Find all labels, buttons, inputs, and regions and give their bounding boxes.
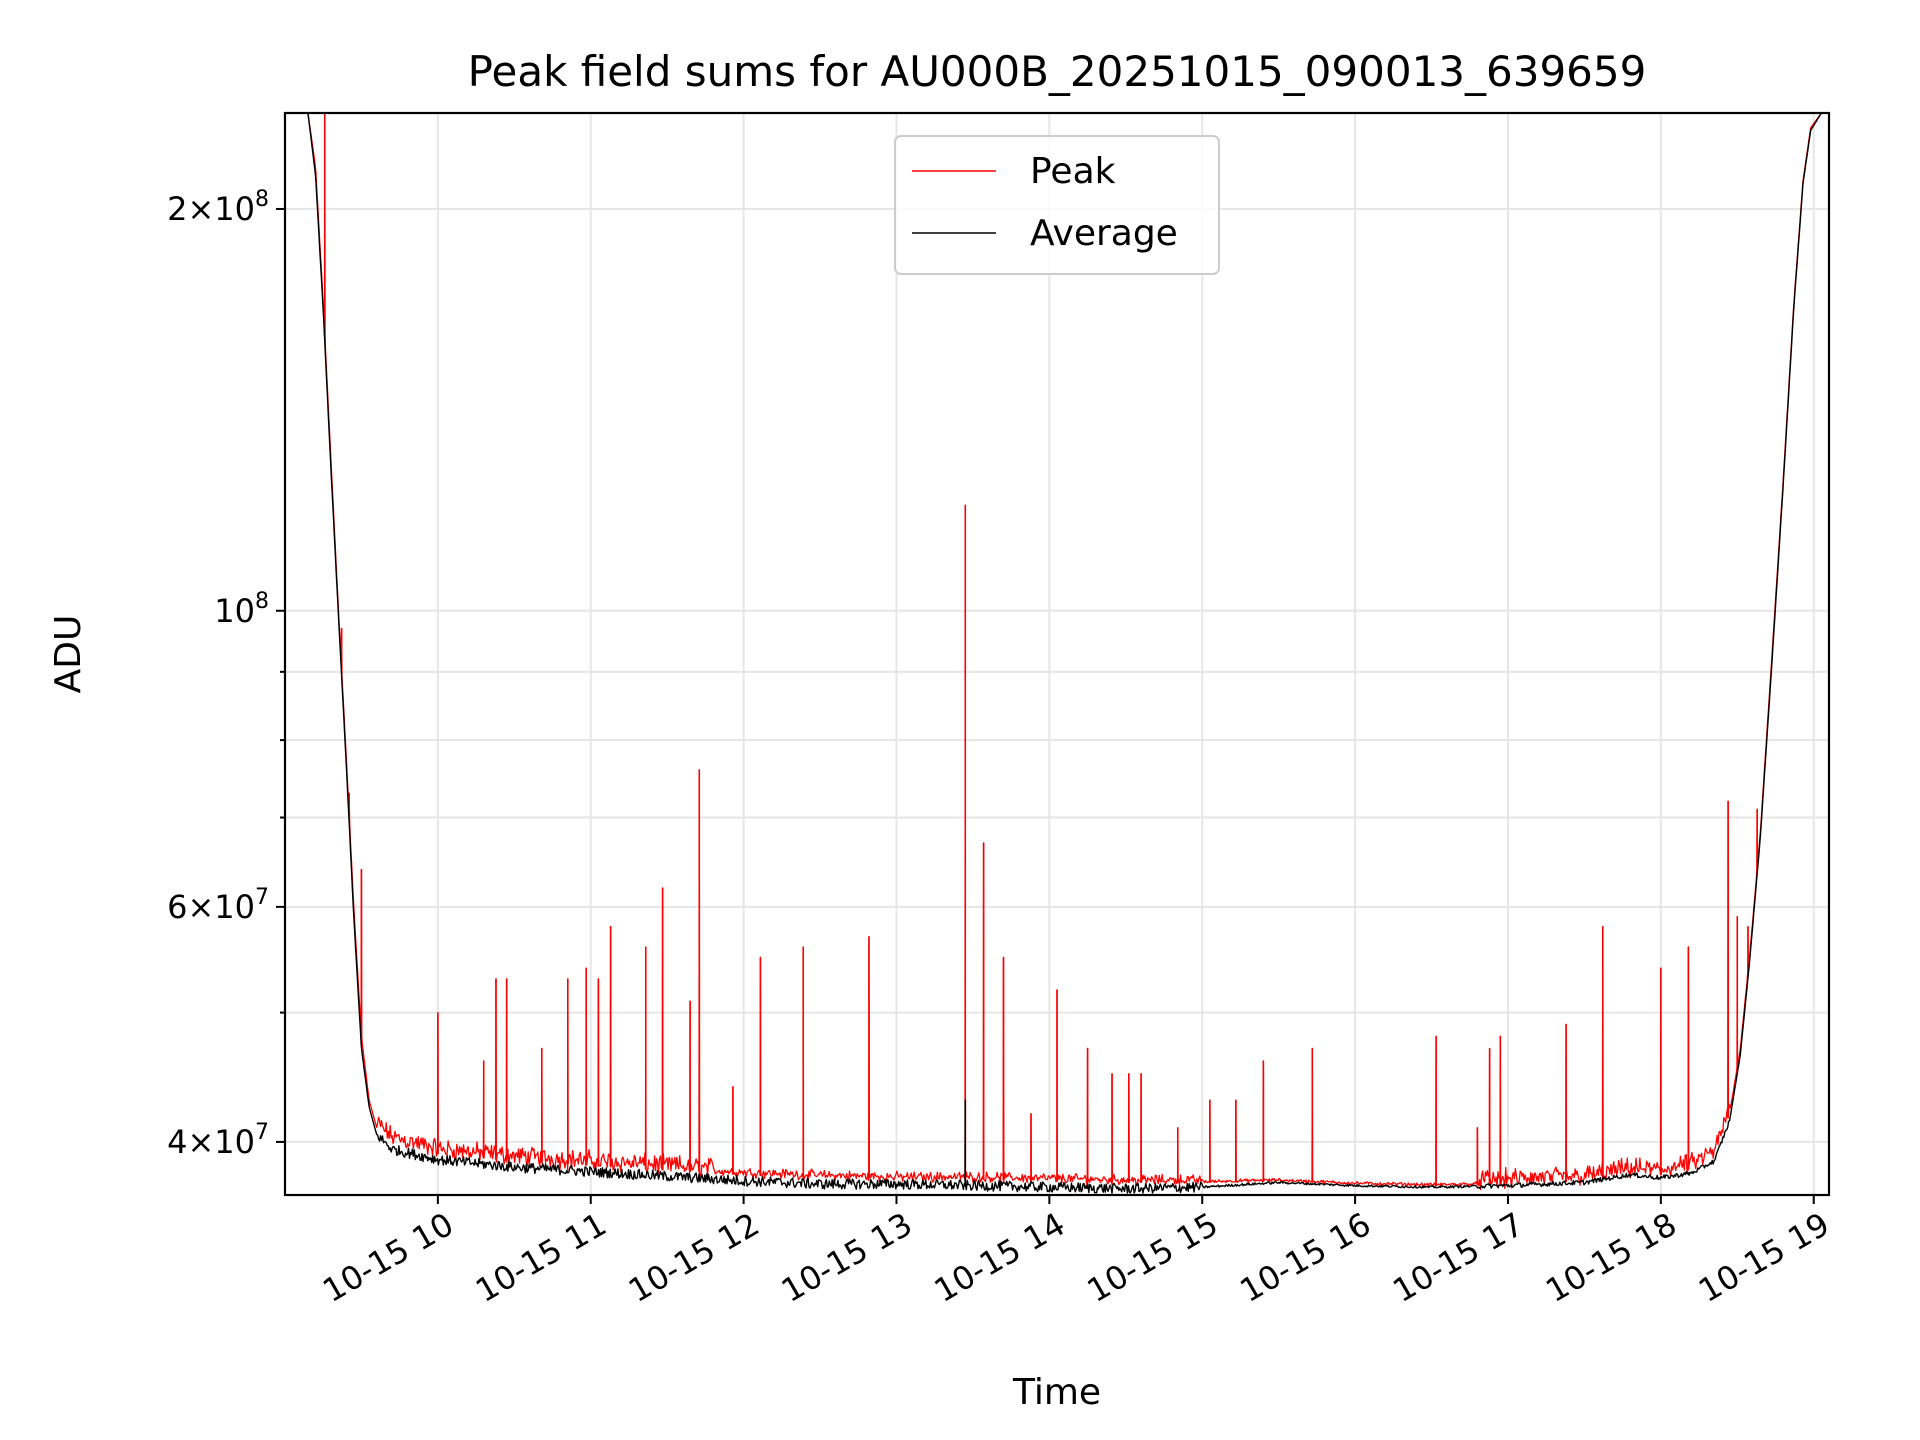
y-tick-label: 4×107 bbox=[167, 1120, 269, 1161]
y-tick-mantissa: 2 bbox=[167, 190, 187, 228]
legend-label-average: Average bbox=[1030, 213, 1178, 254]
y-tick-exponent: 8 bbox=[255, 187, 269, 212]
y-axis-label: ADU bbox=[48, 615, 89, 694]
series-layer bbox=[285, 113, 1829, 1194]
y-tick-times-sign: ×10 bbox=[187, 1123, 255, 1161]
y-tick-times-sign: ×10 bbox=[187, 888, 255, 926]
y-tick-base: 10 bbox=[214, 592, 255, 630]
series-line-peak bbox=[285, 113, 1829, 1191]
x-axis-label: Time bbox=[1012, 1372, 1101, 1413]
legend: Peak Average bbox=[894, 135, 1220, 275]
y-tick-times-sign: ×10 bbox=[187, 190, 255, 228]
y-tick-exponent: 8 bbox=[255, 589, 269, 614]
y-tick-mantissa: 6 bbox=[167, 888, 187, 926]
plot-frame bbox=[283, 111, 1831, 1197]
y-tick-exponent: 7 bbox=[255, 1120, 269, 1145]
y-tick-exponent: 7 bbox=[255, 885, 269, 910]
legend-label-peak: Peak bbox=[1030, 151, 1116, 192]
chart-title: Peak field sums for AU000B_20251015_0900… bbox=[468, 47, 1647, 96]
y-tick-label: 2×108 bbox=[167, 187, 269, 228]
y-tick-mantissa: 4 bbox=[167, 1123, 187, 1161]
series-line-average bbox=[285, 113, 1829, 1194]
y-tick-label: 108 bbox=[214, 589, 269, 630]
y-tick-label: 6×107 bbox=[167, 885, 269, 926]
